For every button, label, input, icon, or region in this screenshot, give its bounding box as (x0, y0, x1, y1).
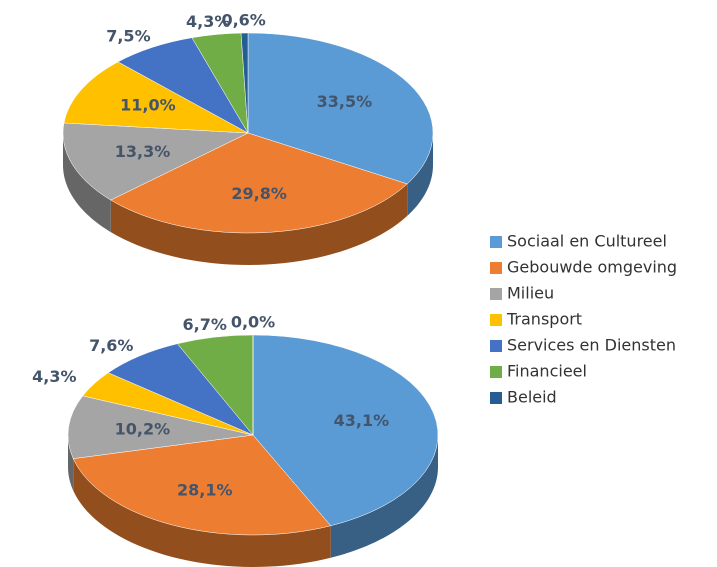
value-label: 10,2% (115, 419, 171, 438)
value-label: 11,0% (120, 96, 176, 115)
value-label: 43,1% (334, 411, 390, 430)
pie-slice (240, 32, 249, 134)
legend-swatch (490, 340, 502, 352)
legend-swatch (490, 288, 502, 300)
legend-swatch (490, 392, 502, 404)
value-label: 13,3% (115, 142, 171, 161)
pie-slice (62, 122, 249, 201)
legend-swatch (490, 262, 502, 274)
pie-slice (110, 132, 408, 234)
value-label: 4,3% (32, 367, 76, 386)
value-label: 0,6% (221, 11, 265, 30)
value-label: 6,7% (182, 315, 226, 334)
legend-label: Milieu (507, 284, 554, 303)
value-label: 0,0% (231, 313, 275, 332)
legend-label: Gebouwde omgeving (507, 258, 677, 277)
pie-slice (63, 61, 249, 134)
value-label: 29,8% (231, 184, 287, 203)
legend-swatch (490, 314, 502, 326)
pie-slice (247, 32, 434, 185)
pie-slice (72, 434, 332, 536)
value-label: 4,3% (186, 12, 230, 31)
value-label: 28,1% (177, 480, 233, 499)
legend-label: Services en Diensten (507, 336, 676, 355)
legend-label: Beleid (507, 388, 557, 407)
legend-swatch (490, 366, 502, 378)
legend-swatch (490, 236, 502, 248)
value-label: 7,5% (106, 27, 150, 46)
value-label: 33,5% (317, 92, 373, 111)
pie-side (407, 133, 433, 216)
legend-label: Financieel (507, 362, 587, 381)
legend-label: Sociaal en Cultureel (507, 232, 667, 251)
legend-label: Transport (506, 310, 582, 329)
pie-side (68, 435, 74, 491)
pie-side (330, 435, 438, 558)
value-label: 7,6% (89, 336, 133, 355)
pie-side (110, 183, 408, 265)
pie-slice (252, 334, 439, 527)
pie-side (73, 458, 331, 567)
pie-slice (67, 395, 254, 459)
